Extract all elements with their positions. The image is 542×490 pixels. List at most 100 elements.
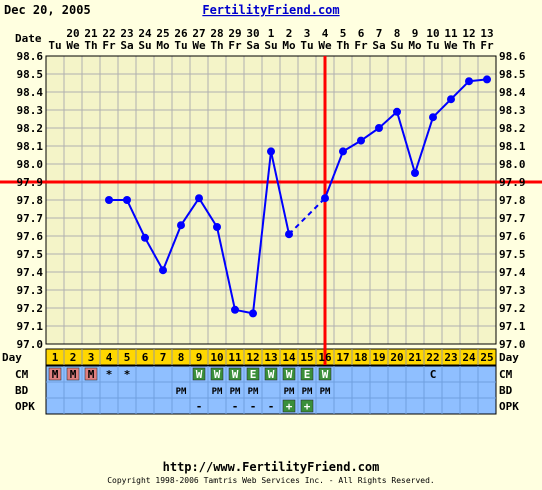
date-label: 21 — [84, 27, 98, 40]
date-label: 26 — [174, 27, 188, 40]
y-tick-label-right: 98.6 — [499, 50, 526, 63]
temp-line-segment — [396, 111, 416, 174]
observation-cell-bg — [300, 367, 314, 381]
observation-cell-bg — [282, 399, 296, 413]
observation-cell: W — [286, 368, 293, 381]
day-label: 11 — [228, 351, 242, 364]
temp-point — [375, 124, 383, 132]
weekday-label: Sa — [372, 39, 385, 52]
temp-point — [393, 107, 401, 116]
observation-cell: PM — [248, 387, 259, 397]
observation-cell-bg — [300, 399, 314, 413]
date-label: 8 — [394, 27, 401, 40]
weekday-label: Tu — [300, 39, 313, 52]
date-label: 5 — [340, 27, 347, 40]
temp-point — [177, 221, 185, 230]
footer-url[interactable]: http://www.FertilityFriend.com — [163, 460, 380, 474]
observation-cell-bg — [48, 367, 62, 381]
y-tick-label-right: 98.1 — [499, 140, 526, 153]
y-tick-label-left: 98.0 — [17, 158, 44, 171]
temp-point — [483, 75, 491, 84]
y-tick-label-right: 97.3 — [499, 284, 526, 297]
day-label: 2 — [70, 351, 77, 364]
observation-cell: + — [304, 400, 311, 413]
observation-cell: PM — [320, 387, 331, 397]
date-label: 30 — [246, 27, 259, 40]
day-label: 9 — [196, 351, 203, 364]
y-tick-label-left: 97.4 — [17, 266, 44, 279]
date-label: 20 — [66, 27, 79, 40]
day-label: 10 — [210, 351, 223, 364]
observation-cell: * — [106, 368, 113, 381]
date-label: 3 — [304, 27, 311, 40]
weekday-label: Fr — [228, 39, 242, 52]
temp-line-segment — [126, 199, 146, 239]
site-link[interactable]: FertilityFriend.com — [202, 3, 339, 17]
y-tick-label-right: 97.5 — [499, 248, 526, 261]
temp-line-segment — [144, 237, 164, 271]
weekday-label: We — [192, 39, 206, 52]
observation-cell: M — [52, 368, 59, 381]
y-tick-label-left: 98.1 — [17, 140, 44, 153]
weekday-label: Fr — [480, 39, 494, 52]
observation-cell: W — [232, 368, 239, 381]
y-tick-label-right: 97.2 — [499, 302, 526, 315]
y-tick-label-right: 98.0 — [499, 158, 526, 171]
day-row-label-right: Day — [499, 351, 519, 364]
y-tick-label-left: 98.2 — [17, 122, 44, 135]
weekday-label: Su — [138, 39, 151, 52]
y-tick-label-left: 97.0 — [17, 338, 44, 351]
day-label: 22 — [426, 351, 439, 364]
observation-cell: * — [124, 368, 131, 381]
day-label: 15 — [300, 351, 313, 364]
table-row-label-right: BD — [499, 384, 513, 397]
observation-cell: PM — [284, 387, 295, 397]
day-label: 7 — [160, 351, 167, 364]
weekday-label: Fr — [102, 39, 116, 52]
weekday-label: We — [444, 39, 458, 52]
weekday-label: Sa — [246, 39, 259, 52]
date-label: 23 — [120, 27, 133, 40]
observation-cell: - — [250, 400, 257, 413]
table-row-label-right: CM — [499, 368, 513, 381]
y-tick-label-left: 98.6 — [17, 50, 44, 63]
weekday-label: Tu — [48, 39, 61, 52]
observation-cell: - — [196, 400, 203, 413]
day-label: 13 — [264, 351, 277, 364]
footer-copyright: Copyright 1998-2006 Tamtris Web Services… — [107, 476, 435, 485]
table-row-label-right: OPK — [499, 400, 519, 413]
temp-point — [357, 136, 365, 145]
y-tick-label-left: 97.6 — [17, 230, 44, 243]
observation-cell: - — [268, 400, 275, 413]
day-label: 4 — [106, 351, 113, 364]
date-label: 25 — [156, 27, 169, 40]
date-label: 24 — [138, 27, 152, 40]
temp-point — [105, 196, 113, 204]
temp-line-segment — [414, 116, 434, 174]
observation-cell: W — [214, 368, 221, 381]
observation-cell-bg — [192, 367, 206, 381]
day-label: 6 — [142, 351, 149, 364]
date-label: 2 — [286, 27, 293, 40]
y-tick-label-right: 97.9 — [499, 176, 526, 189]
weekday-label: Th — [336, 39, 349, 52]
date-label: 9 — [412, 27, 419, 40]
temp-point — [141, 233, 149, 242]
temp-point — [249, 309, 257, 318]
weekday-label: Mo — [282, 39, 296, 52]
y-tick-label-left: 97.1 — [17, 320, 44, 333]
temp-line-segment — [180, 197, 200, 226]
table-row-label-left: CM — [15, 368, 29, 381]
temp-point — [285, 230, 293, 239]
observation-cell-bg — [84, 367, 98, 381]
date-label: 28 — [210, 27, 223, 40]
date-label: 12 — [462, 27, 475, 40]
y-tick-label-left: 97.2 — [17, 302, 44, 315]
observation-cell: M — [70, 368, 77, 381]
y-tick-label-right: 97.6 — [499, 230, 526, 243]
day-label: 25 — [480, 351, 493, 364]
observation-cell: M — [88, 368, 95, 381]
observation-cell: - — [232, 400, 239, 413]
